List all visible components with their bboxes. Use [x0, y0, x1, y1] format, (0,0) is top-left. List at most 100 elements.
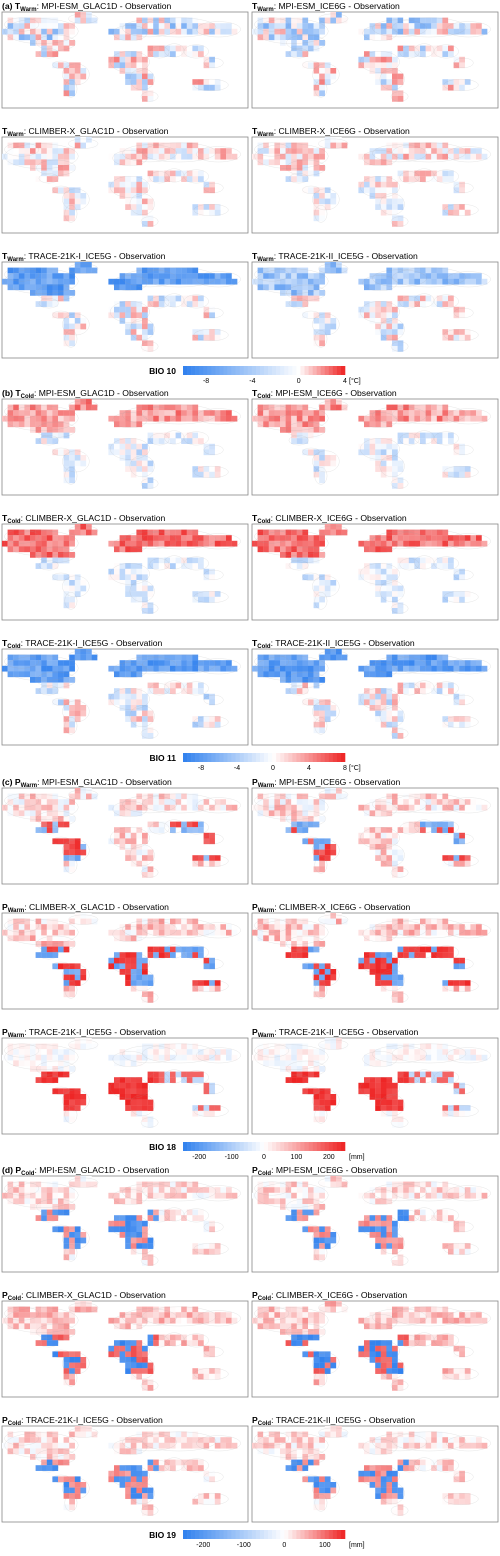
variable-subscript: Cold — [258, 1171, 272, 1177]
colorbar-2: BIO 11 -8 -4 0 4 8 [°C] — [150, 753, 361, 772]
map-panel-19 — [1, 1175, 249, 1273]
panel-title-text: : TRACE-21K-II_ICE5G - Observation — [274, 1027, 418, 1037]
panel-title: TWarm: CLIMBER-X_GLAC1D - Observation — [2, 126, 169, 138]
panel-title: TWarm: TRACE-21K-I_ICE5G - Observation — [2, 251, 166, 263]
panel-title-text: : TRACE-21K-I_ICE5G - Observation — [24, 251, 166, 261]
variable-subscript: Warm — [21, 783, 37, 789]
colorbar-tick-label: 0 — [297, 378, 301, 385]
panel-title-text: : CLIMBER-X_ICE6G - Observation — [274, 126, 410, 136]
variable-subscript: Warm — [257, 7, 273, 13]
map-panel-18 — [251, 1037, 499, 1135]
variable-subscript: Warm — [258, 908, 274, 914]
colorbar-4: BIO 19 -200 -100 0 100 [mm] — [149, 1530, 365, 1549]
map-panel-4 — [251, 136, 499, 234]
variable-symbol: T — [2, 513, 8, 523]
colorbar-tick-label: 8 — [343, 765, 347, 772]
panel-title: TCold: MPI-ESM_ICE6G - Observation — [252, 388, 397, 400]
variable-symbol: T — [252, 251, 258, 261]
variable-symbol: P — [252, 777, 258, 787]
colorbar-tick-label: 4 — [343, 378, 347, 385]
variable-symbol: T — [15, 1, 21, 11]
colorbar-unit: [°C] — [349, 764, 361, 772]
panel-title: PCold: MPI-ESM_ICE6G - Observation — [252, 1165, 397, 1177]
variable-symbol: T — [252, 1, 258, 11]
panel-title-text: : CLIMBER-X_ICE6G - Observation — [271, 513, 407, 523]
panel-title: TCold: CLIMBER-X_ICE6G - Observation — [252, 513, 407, 525]
colorbar-1: BIO 10 -8 -4 0 4 [°C] — [149, 366, 361, 385]
panel-title: TWarm: TRACE-21K-II_ICE5G - Observation — [252, 251, 418, 263]
panel-title-text: : CLIMBER-X_GLAC1D - Observation — [21, 513, 166, 523]
panel-title-text: : TRACE-21K-II_ICE5G - Observation — [274, 251, 418, 261]
map-panel-9 — [1, 523, 249, 621]
panel-title-text: : MPI-ESM_ICE6G - Observation — [271, 1165, 397, 1175]
panel-title-text: : TRACE-21K-II_ICE5G - Observation — [271, 638, 415, 648]
panel-title: PCold: TRACE-21K-II_ICE5G - Observation — [252, 1415, 415, 1427]
variable-subscript: Warm — [257, 132, 273, 138]
variable-symbol: P — [2, 1290, 8, 1300]
panel-title-text: : TRACE-21K-I_ICE5G - Observation — [21, 1415, 163, 1425]
variable-subscript: Cold — [257, 644, 271, 650]
map-panel-1 — [1, 11, 249, 109]
panel-title: PWarm: TRACE-21K-II_ICE5G - Observation — [252, 1027, 418, 1039]
section-label: (a) — [2, 1, 13, 11]
variable-symbol: T — [252, 513, 258, 523]
map-panel-5 — [1, 261, 249, 359]
colorbar-tick-label: -100 — [225, 1154, 239, 1161]
variable-symbol: P — [252, 1165, 258, 1175]
variable-symbol: P — [2, 902, 8, 912]
map-panel-3 — [1, 136, 249, 234]
variable-symbol: P — [252, 1290, 258, 1300]
variable-subscript: Cold — [258, 1421, 272, 1427]
colorbar-tick-label: 0 — [282, 1542, 286, 1549]
colorbar-tick-label: 100 — [291, 1154, 303, 1161]
colorbar-tick-label: -200 — [192, 1154, 206, 1161]
panel-title-text: : MPI-ESM_GLAC1D - Observation — [34, 388, 169, 398]
variable-symbol: T — [252, 126, 258, 136]
panel-title: (c) PWarm: MPI-ESM_GLAC1D - Observation — [2, 777, 172, 789]
panel-title: PCold: CLIMBER-X_ICE6G - Observation — [252, 1290, 407, 1302]
colorbar-tick-label: -100 — [237, 1542, 251, 1549]
colorbar-unit: [mm] — [349, 1542, 365, 1549]
colorbar-title: BIO 11 — [150, 753, 177, 763]
panel-title-text: : MPI-ESM_ICE6G - Observation — [274, 1, 400, 11]
variable-subscript: Cold — [21, 394, 35, 400]
colorbar-tick-label: -8 — [198, 765, 204, 772]
panel-title-text: : TRACE-21K-I_ICE5G - Observation — [24, 1027, 166, 1037]
variable-symbol: P — [15, 777, 21, 787]
variable-subscript: Warm — [7, 132, 23, 138]
colorbar-tick-label: -4 — [249, 378, 255, 385]
section-label: (c) — [2, 777, 13, 787]
variable-subscript: Cold — [257, 519, 271, 525]
colorbar-tick-label: -4 — [234, 765, 240, 772]
map-panel-11 — [1, 648, 249, 746]
colorbar-tick-label: 0 — [262, 1154, 266, 1161]
variable-subscript: Warm — [8, 908, 24, 914]
map-panel-13 — [1, 787, 249, 885]
panel-title-text: : CLIMBER-X_GLAC1D - Observation — [21, 1290, 166, 1300]
map-panel-16 — [251, 912, 499, 1010]
panel-title-text: : MPI-ESM_GLAC1D - Observation — [34, 1165, 169, 1175]
map-panel-20 — [251, 1175, 499, 1273]
variable-subscript: Warm — [20, 7, 36, 13]
variable-symbol: P — [252, 1027, 258, 1037]
variable-symbol: P — [2, 1415, 8, 1425]
colorbar-tick-label: -8 — [203, 378, 209, 385]
panel-title: TCold: CLIMBER-X_GLAC1D - Observation — [2, 513, 166, 525]
variable-subscript: Cold — [257, 394, 271, 400]
variable-symbol: P — [2, 1027, 8, 1037]
map-panel-7 — [1, 398, 249, 496]
panel-title-text: : MPI-ESM_ICE6G - Observation — [271, 388, 397, 398]
panel-title-text: : MPI-ESM_ICE6G - Observation — [274, 777, 400, 787]
panel-title: PWarm: CLIMBER-X_GLAC1D - Observation — [2, 902, 169, 914]
variable-symbol: P — [252, 902, 258, 912]
variable-subscript: Warm — [8, 1033, 24, 1039]
map-panel-6 — [251, 261, 499, 359]
map-panel-23 — [1, 1425, 249, 1523]
panel-title-text: : CLIMBER-X_ICE6G - Observation — [271, 1290, 407, 1300]
panel-title-text: : MPI-ESM_GLAC1D - Observation — [37, 777, 172, 787]
map-panel-21 — [1, 1300, 249, 1398]
panel-title: TWarm: CLIMBER-X_ICE6G - Observation — [252, 126, 410, 138]
variable-symbol: T — [15, 388, 21, 398]
section-label: (d) — [2, 1165, 13, 1175]
colorbar-title: BIO 18 — [149, 1142, 176, 1152]
